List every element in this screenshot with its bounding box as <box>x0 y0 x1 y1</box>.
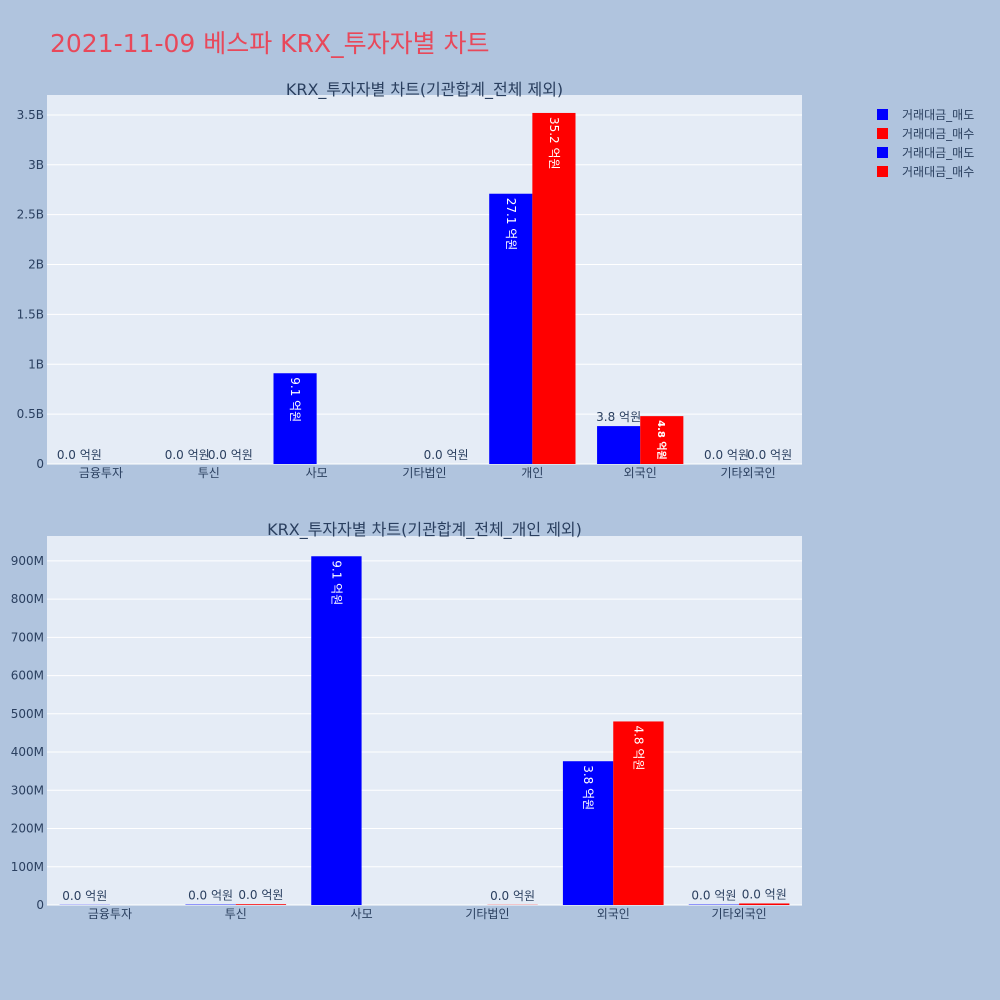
y-tick-label: 2B <box>28 258 44 272</box>
y-tick-label: 700M <box>11 630 44 644</box>
y-tick-label: 800M <box>11 592 44 606</box>
bar-data-label: 35.2 억원 <box>547 117 561 170</box>
x-tick-label: 투신 <box>198 466 220 480</box>
y-tick-label: 900M <box>11 554 44 568</box>
bar-data-label: 4.8 억원 <box>655 420 668 460</box>
bar-data-label: 0.0 억원 <box>165 448 210 462</box>
chart-title: KRX_투자자별 차트(기관합계_전체 제외) <box>286 80 563 100</box>
chart-title: KRX_투자자별 차트(기관합계_전체_개인 제외) <box>267 520 582 540</box>
x-tick-label: 개인 <box>521 466 543 480</box>
bar-sell <box>311 556 362 905</box>
y-tick-label: 100M <box>11 860 44 874</box>
y-tick-label: 1.5B <box>17 307 44 321</box>
chart-top: 0 0.5B 1B 1.5B 2B 2.5B 3B 3.5B KRX_투자자별 차트(기관합계_… <box>17 80 802 480</box>
bar-data-label: 0.0 억원 <box>208 448 253 462</box>
bar-buy <box>532 112 576 464</box>
y-tick-label: 3B <box>28 158 44 172</box>
page-title: 2021-11-09 베스파 KRX_투자자별 차트 <box>50 29 490 58</box>
legend-swatch <box>877 147 888 158</box>
bar-sell <box>489 193 533 465</box>
bar-sell <box>562 761 614 905</box>
bar-data-label: 0.0 억원 <box>188 889 233 903</box>
bar-data-label: 0.0 억원 <box>490 889 535 903</box>
x-tick-label: 기타법인 <box>465 907 509 921</box>
x-tick-label: 사모 <box>351 907 373 921</box>
bar-data-label: 27.1 억원 <box>504 198 518 251</box>
x-tick-label: 사모 <box>306 466 328 480</box>
bar-buy <box>613 721 664 905</box>
bar-data-label: 3.8 억원 <box>596 410 641 424</box>
bar-data-label: 0.0 억원 <box>691 889 736 903</box>
bar-sell <box>597 426 641 464</box>
y-tick-label: 2.5B <box>17 208 44 222</box>
x-tick-label: 외국인 <box>624 466 657 480</box>
x-tick-label: 기타법인 <box>402 466 446 480</box>
x-tick-label: 금융투자 <box>88 907 132 921</box>
bar-sell <box>273 373 317 464</box>
bar-data-label: 0.0 억원 <box>747 448 792 462</box>
plot-area <box>47 536 802 905</box>
y-tick-label: 0.5B <box>17 407 44 421</box>
bar-data-label: 4.8 억원 <box>631 725 645 770</box>
legend-entry[interactable]: 거래대금_매도 <box>902 146 974 160</box>
legend-entry[interactable]: 거래대금_매수 <box>902 127 974 141</box>
bar-data-label: 0.0 억원 <box>704 448 749 462</box>
x-tick-label: 기타외국인 <box>720 466 775 480</box>
legend-swatch <box>877 128 888 139</box>
x-tick-label: 기타외국인 <box>711 907 766 921</box>
bar-data-label: 0.0 억원 <box>62 889 107 903</box>
x-tick-label: 투신 <box>225 907 247 921</box>
bar-buy <box>235 904 287 905</box>
chart-bottom: 0 100M 200M 300M 400M 500M 600M 700M 800M 900M KRX… <box>11 520 802 921</box>
bar-data-label: 9.1 억원 <box>288 377 302 422</box>
bar-data-label: 9.1 억원 <box>329 560 343 605</box>
y-tick-label: 500M <box>11 707 44 721</box>
bar-data-label: 0.0 억원 <box>742 887 787 901</box>
plot-area <box>47 95 802 464</box>
y-tick-label: 3.5B <box>17 108 44 122</box>
bar-data-label: 3.8 억원 <box>581 765 595 810</box>
legend-entry[interactable]: 거래대금_매도 <box>902 108 974 122</box>
y-tick-label: 400M <box>11 745 44 759</box>
bar-buy <box>640 416 684 464</box>
legend-swatch <box>877 166 888 177</box>
y-tick-label: 200M <box>11 822 44 836</box>
y-tick-label: 0 <box>36 898 44 912</box>
bar-data-label: 0.0 억원 <box>57 448 102 462</box>
x-tick-label: 금융투자 <box>79 466 123 480</box>
legend-swatch <box>877 109 888 120</box>
bar-data-label: 0.0 억원 <box>238 888 283 902</box>
bar-buy <box>739 903 790 905</box>
bar-data-label: 0.0 억원 <box>424 448 469 462</box>
legend-entry[interactable]: 거래대금_매수 <box>902 165 974 179</box>
y-tick-label: 300M <box>11 783 44 797</box>
x-tick-label: 외국인 <box>597 907 630 921</box>
y-tick-label: 0 <box>36 457 44 471</box>
y-tick-label: 600M <box>11 669 44 683</box>
y-tick-label: 1B <box>28 357 44 371</box>
